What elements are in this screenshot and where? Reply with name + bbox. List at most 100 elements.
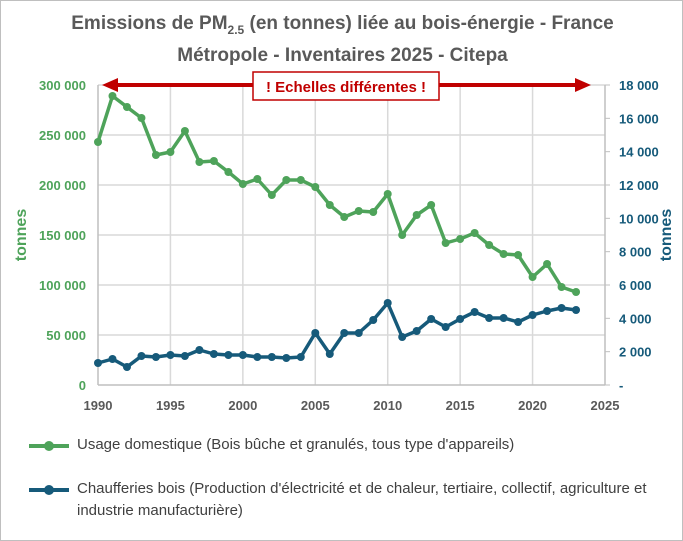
data-point [499,314,508,322]
y-right-tick-label: 8 000 [619,245,652,260]
y-left-axis-label: tonnes [13,209,30,262]
data-point [557,283,566,291]
data-point [282,354,291,362]
y-right-tick-label: - [619,378,623,393]
data-point [238,180,247,188]
series-line-0 [96,94,577,294]
annotation-box [252,71,440,101]
x-tick-label: 2025 [591,398,620,413]
data-point [94,359,102,367]
data-point [383,299,392,307]
y-right-axis-label: tonnes [658,209,675,262]
y-right-tick-label: 16 000 [619,111,659,126]
data-point [122,103,131,111]
chart-title: Emissions de PM2.5 (en tonnes) liée au b… [1,11,682,68]
data-point [456,235,465,243]
data-point [383,190,392,198]
y-right-tick-label: 12 000 [619,178,659,193]
data-point [253,175,262,183]
y-right-tick-label: 14 000 [619,145,659,160]
data-point [267,191,276,199]
data-point [224,351,233,359]
data-point [485,241,494,249]
data-point [166,148,175,156]
data-point [137,114,146,122]
data-point [195,158,204,166]
y-left-tick-label: 250 000 [39,128,86,143]
data-point [311,329,320,337]
y-right-tick-label: 18 000 [619,78,659,93]
data-point [499,250,508,258]
arrow-right-icon [575,78,591,92]
data-point [180,127,189,135]
data-point [543,307,552,315]
x-tick-label: 1990 [84,398,113,413]
data-point [572,288,581,296]
y-left-tick-label: 300 000 [39,78,86,93]
data-point [354,329,363,337]
data-point [398,231,407,239]
x-tick-label: 2000 [228,398,257,413]
data-point [470,229,479,237]
data-point [122,363,131,371]
data-point [166,351,175,359]
data-point [151,353,160,361]
legend-label: Usage domestique (Bois bûche et granulés… [77,436,515,453]
legend-swatch [29,441,69,451]
data-point [180,352,189,360]
legend-swatch [29,485,69,495]
x-tick-label: 2010 [373,398,402,413]
data-point [456,315,465,323]
data-point [224,168,233,176]
data-point [340,329,349,337]
series-line-1 [97,301,577,369]
y-right-tick-label: 6 000 [619,278,652,293]
data-point [427,315,436,323]
data-point [238,351,247,359]
data-point [485,314,494,322]
data-point [514,251,523,259]
data-point [528,311,537,319]
data-point [354,207,363,215]
data-point [514,318,523,326]
y-left-tick-label: 50 000 [46,328,86,343]
data-point [137,352,146,360]
data-point [282,176,291,184]
title-line2: Métropole - Inventaires 2025 - Citepa [177,44,508,66]
data-point [108,92,117,100]
data-point [543,260,552,268]
y-left-tick-label: 150 000 [39,228,86,243]
data-point [412,211,421,219]
data-point [267,353,276,361]
x-tick-label: 1995 [156,398,185,413]
data-point [296,353,305,361]
data-point [470,308,479,316]
data-point [296,176,305,184]
legend-label: Chaufferies bois (Production d'électrici… [77,480,647,519]
legend-item-domestic: Usage domestique (Bois bûche et granulés… [29,434,514,456]
data-point [427,201,436,209]
y-left-tick-label: 200 000 [39,178,86,193]
data-point [528,273,537,281]
arrow-left-icon [102,78,118,92]
annotation-text: ! Echelles différentes ! [266,79,426,96]
y-left-tick-label: 0 [79,378,86,393]
data-point [340,213,349,221]
data-point [441,323,450,331]
data-point [151,151,160,159]
y-right-tick-label: 4 000 [619,311,652,326]
legend-item-chaufferies: Chaufferies bois (Production d'électrici… [29,478,682,522]
data-point [572,306,581,314]
title-subscript: 2.5 [227,22,245,37]
data-point [369,316,378,324]
data-point [209,350,218,358]
data-point [325,350,334,358]
title-part: (en tonnes) liée au bois-énergie - Franc… [244,13,614,34]
data-point [557,304,566,312]
x-tick-label: 2015 [446,398,475,413]
data-point [441,239,450,247]
data-point [369,208,378,216]
x-tick-label: 2005 [301,398,330,413]
data-point [412,327,421,335]
